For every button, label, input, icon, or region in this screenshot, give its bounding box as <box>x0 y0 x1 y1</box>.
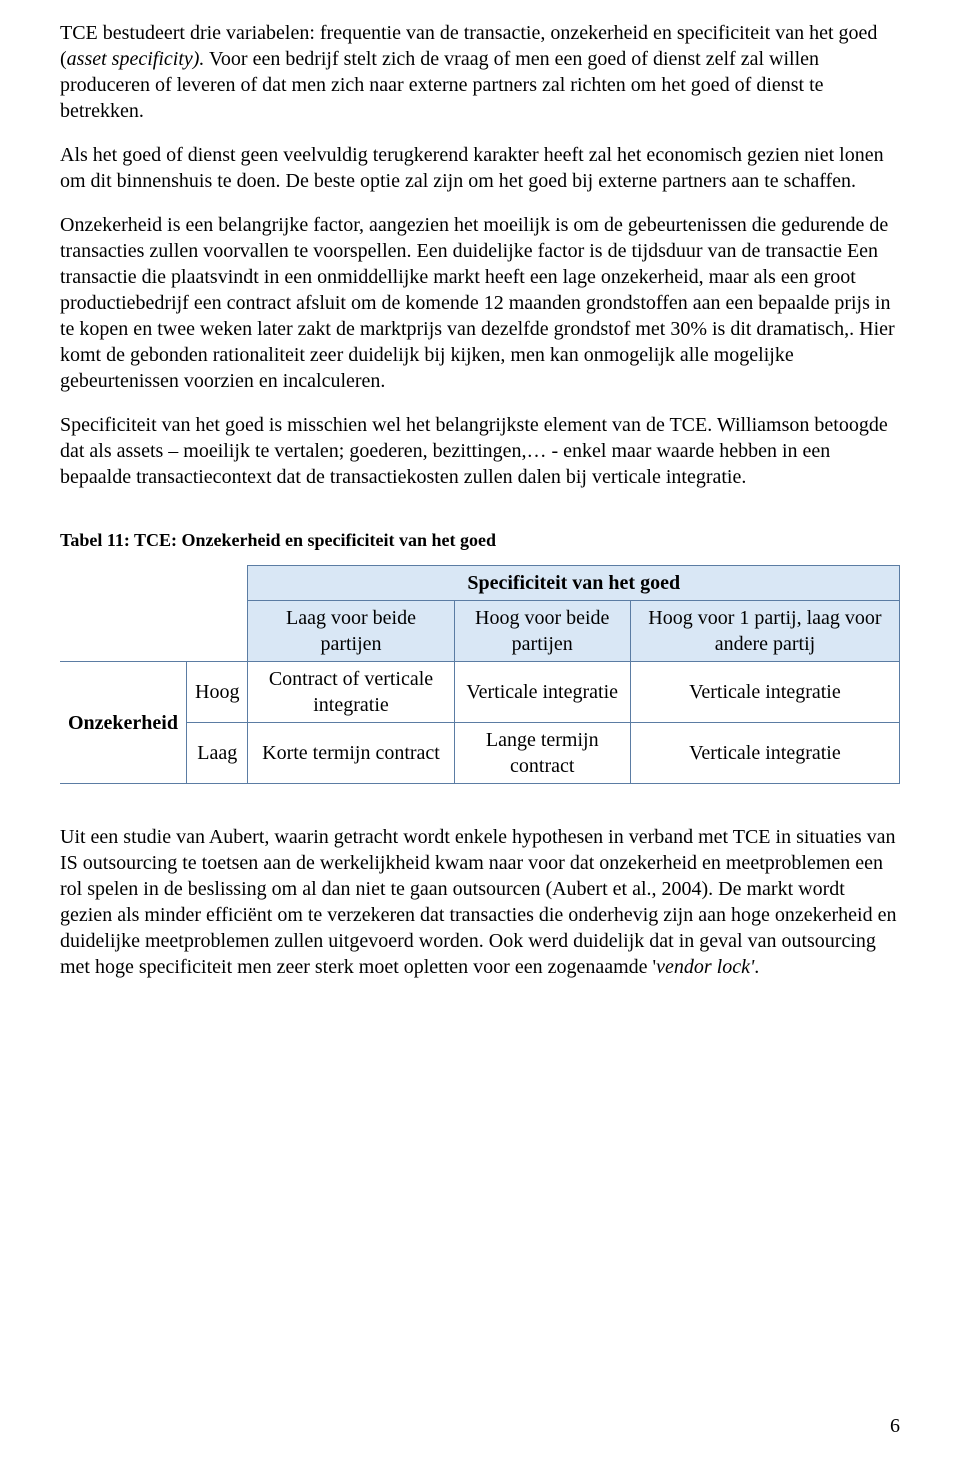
table-row: Onzekerheid Hoog Contract of verticale i… <box>60 662 900 723</box>
column-header: Laag voor beide partijen <box>248 601 454 662</box>
row-group-label: Onzekerheid <box>60 662 187 784</box>
row-label: Laag <box>187 723 248 784</box>
tce-table: Specificiteit van het goed Laag voor bei… <box>60 565 900 784</box>
paragraph-1: TCE bestudeert drie variabelen: frequent… <box>60 20 900 124</box>
paragraph-2: Als het goed of dienst geen veelvuldig t… <box>60 142 900 194</box>
table-cell: Verticale integratie <box>630 723 899 784</box>
paragraph-4: Specificiteit van het goed is misschien … <box>60 412 900 490</box>
text: Uit een studie van Aubert, waarin getrac… <box>60 826 896 978</box>
row-label: Hoog <box>187 662 248 723</box>
table-caption: Tabel 11: TCE: Onzekerheid en specificit… <box>60 530 900 551</box>
table-cell: Lange termijn contract <box>454 723 630 784</box>
spec-header-cell: Specificiteit van het goed <box>248 566 900 601</box>
document-page: TCE bestudeert drie variabelen: frequent… <box>0 0 960 1458</box>
table-cell: Contract of verticale integratie <box>248 662 454 723</box>
column-header: Hoog voor beide partijen <box>454 601 630 662</box>
page-number: 6 <box>890 1415 900 1438</box>
paragraph-5: Uit een studie van Aubert, waarin getrac… <box>60 824 900 980</box>
empty-corner-cell <box>60 566 248 662</box>
paragraph-3: Onzekerheid is een belangrijke factor, a… <box>60 212 900 394</box>
column-header: Hoog voor 1 partij, laag voor andere par… <box>630 601 899 662</box>
table-cell: Verticale integratie <box>630 662 899 723</box>
italic-text: asset specificity). <box>67 48 205 70</box>
table-cell: Verticale integratie <box>454 662 630 723</box>
table-row: Laag Korte termijn contract Lange termij… <box>60 723 900 784</box>
text: . <box>754 956 759 978</box>
italic-text: vendor lock' <box>656 956 754 978</box>
table-cell: Korte termijn contract <box>248 723 454 784</box>
table-row: Specificiteit van het goed <box>60 566 900 601</box>
